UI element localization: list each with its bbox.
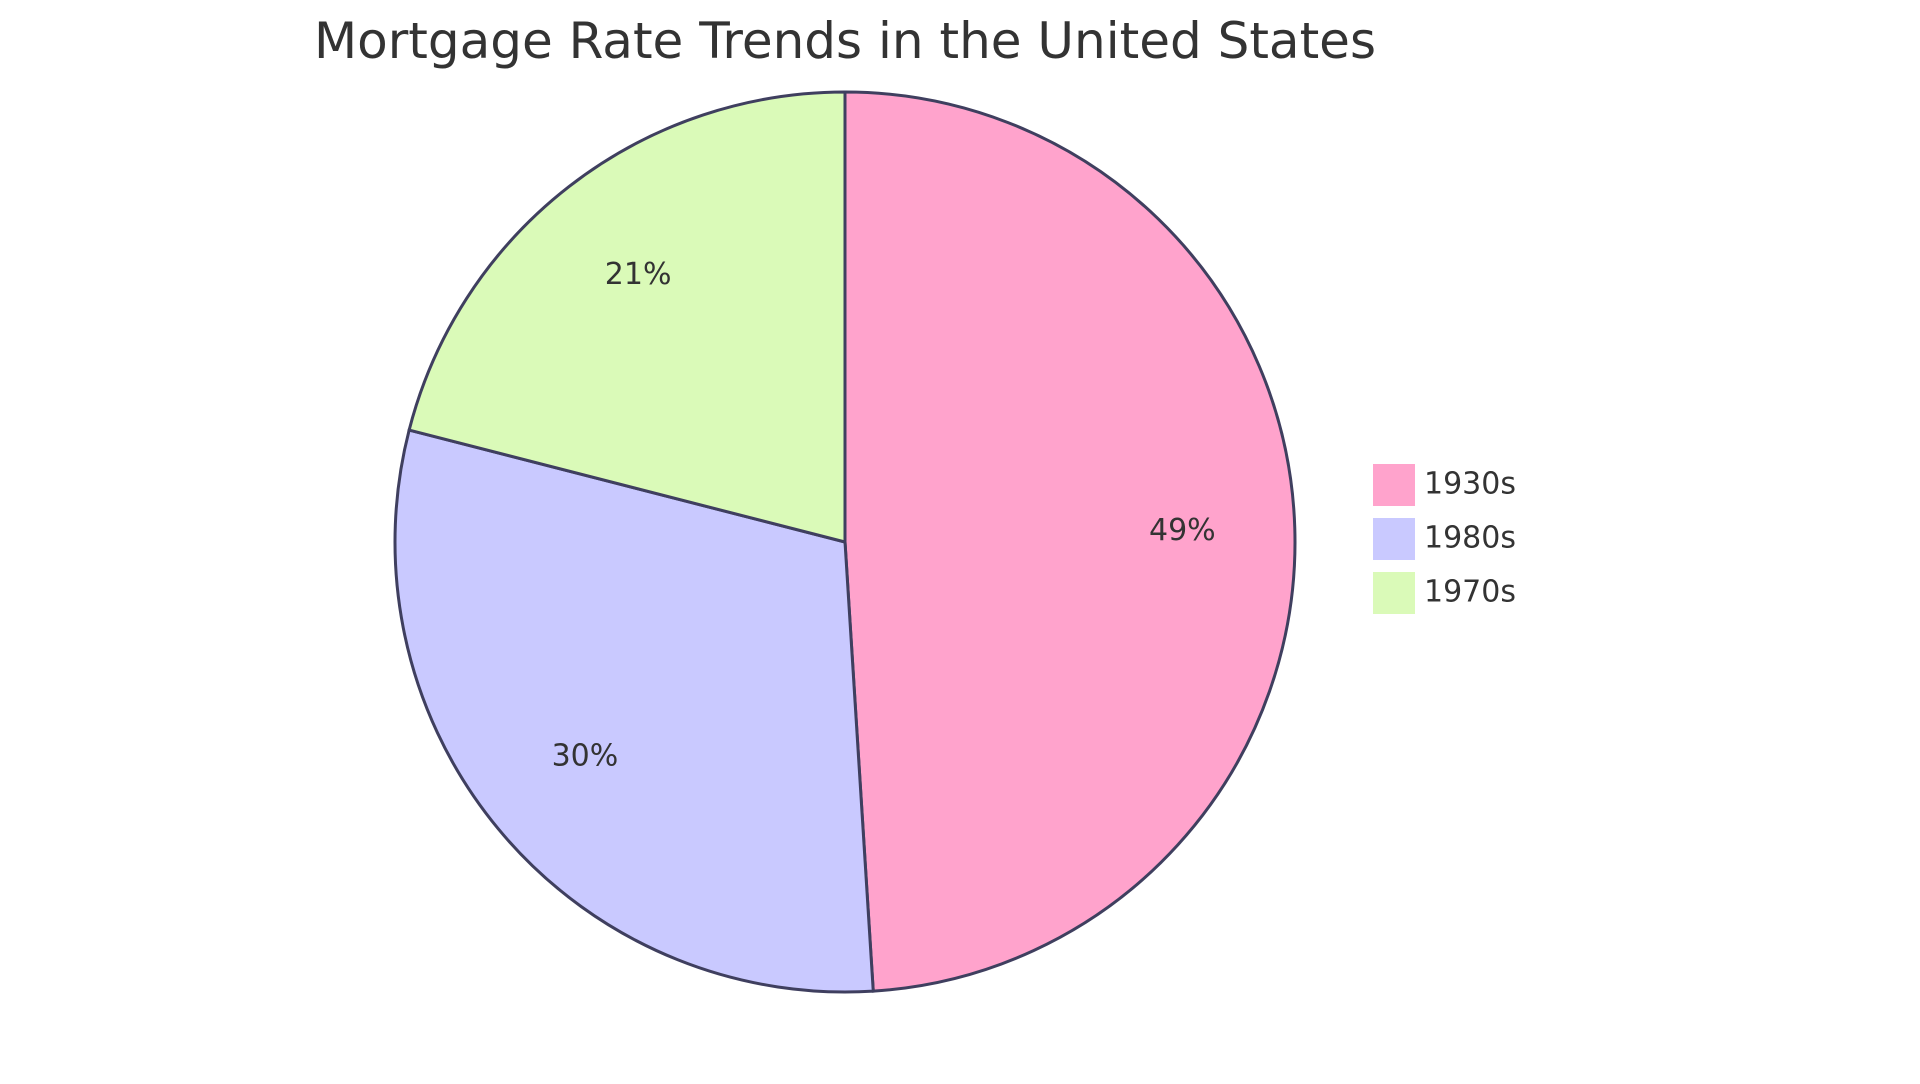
legend-label-1980s: 1980s [1424,521,1516,556]
pie-slice-1970s [407,90,847,544]
legend: 1930s 1980s 1970s [1371,462,1516,616]
slice-label-1970s: 21% [605,257,672,292]
legend-swatch-1930s [1371,462,1417,508]
pie-slice-labels: 49% 30% 21% [552,257,1216,774]
legend-swatch-1980s [1371,516,1417,562]
slice-label-1930s: 49% [1149,513,1216,548]
pie-slices [393,90,1297,994]
legend-swatch-1970s [1371,570,1417,616]
pie-slice-1930s [843,90,1297,993]
legend-label-1970s: 1970s [1424,575,1516,610]
chart-title: Mortgage Rate Trends in the United State… [314,12,1376,70]
slice-label-1980s: 30% [552,739,619,774]
legend-label-1930s: 1930s [1424,467,1516,502]
pie-slice-1980s [393,428,875,994]
